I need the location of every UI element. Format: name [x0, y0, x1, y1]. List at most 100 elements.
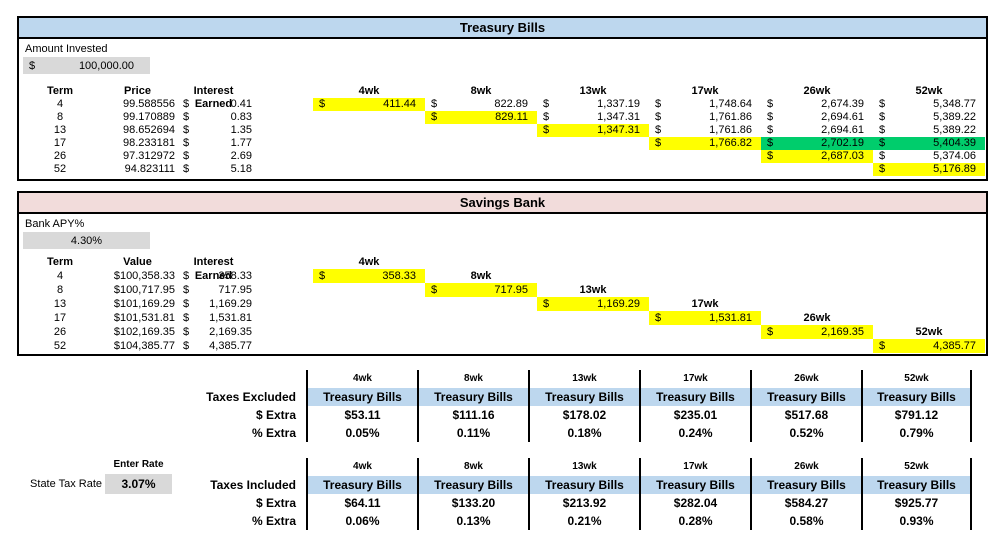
interest-earned-cell: 4,385.77: [209, 340, 252, 352]
week-cell-52wk: $4,385.77: [873, 339, 985, 353]
week-header-17wk: 17wk: [639, 458, 750, 476]
interest-dollar-sign: $: [183, 326, 190, 338]
week-cell-26wk: $2,674.39: [761, 98, 873, 111]
dollar-extra-cell-8wk: $133.20: [417, 494, 528, 512]
amount-invested-label: Amount Invested: [25, 43, 108, 55]
value-cell: $101,531.81: [113, 312, 175, 324]
dollar-sign: $: [767, 326, 774, 338]
week-cell-empty: [649, 163, 761, 176]
pct-extra-cell-17wk: 0.24%: [639, 424, 750, 442]
week-header-8wk: 8wk: [470, 85, 492, 97]
week-header-4wk: 4wk: [306, 458, 417, 476]
cell-value: 5,176.89: [933, 163, 976, 175]
dollar-sign: $: [767, 124, 774, 136]
treasury-header-row: Term Price Interest Earned 4wk 8wk 13wk 17w…: [20, 85, 985, 110]
interest-dollar-sign: $: [183, 298, 190, 310]
interest-dollar-sign: $: [183, 124, 190, 136]
term-cell: 52: [53, 163, 67, 175]
term-cell: 17: [53, 137, 67, 149]
dollar-extra-cell-13wk: $213.92: [528, 494, 639, 512]
week-header-26wk: 26wk: [750, 458, 861, 476]
week-cell-empty: [313, 297, 425, 311]
product-cell-4wk: Treasury Bills: [306, 388, 417, 406]
product-cell-26wk: Treasury Bills: [750, 388, 861, 406]
dollar-sign: $: [655, 124, 662, 136]
interest-earned-cell: 358.33: [218, 270, 252, 282]
cell-value: 1,531.81: [709, 312, 752, 324]
state-tax-rate-input[interactable]: 3.07%: [105, 474, 172, 494]
dollar-extra-label: $ Extra: [255, 408, 296, 422]
comparison-table-label: Taxes Excluded: [206, 390, 296, 404]
pct-extra-cell-26wk: 0.52%: [750, 424, 861, 442]
dollar-sign: $: [879, 111, 886, 123]
dollar-extra-cell-13wk: $178.02: [528, 406, 639, 424]
cell-value: 1,761.86: [709, 111, 752, 123]
week-cell-8wk: $829.11: [425, 111, 537, 124]
week-cell-empty: [537, 325, 649, 339]
interest-earned-cell: 2,169.35: [209, 326, 252, 338]
enter-rate-label: Enter Rate: [113, 459, 164, 470]
week-cell-52wk: $5,374.06: [873, 150, 985, 163]
dollar-sign: $: [879, 98, 886, 110]
pct-extra-cell-13wk: 0.21%: [528, 512, 639, 530]
pct-extra-cell-26wk: 0.58%: [750, 512, 861, 530]
dollar-extra-cell-17wk: $282.04: [639, 494, 750, 512]
spacer: [180, 370, 306, 388]
week-cell-empty: [425, 297, 537, 311]
dollar-sign: $: [655, 111, 662, 123]
spacer: [252, 163, 313, 176]
week-cell-empty: [313, 137, 425, 150]
spacer: [252, 137, 313, 150]
treasury-week-headers: 4wk 8wk 13wk 17wk 26wk 52wk: [313, 85, 985, 98]
week-cell-empty: [649, 283, 761, 297]
comparison-pct-extra-row: % Extra 0.06% 0.13% 0.21% 0.28% 0.58% 0.93%: [180, 512, 972, 530]
dollar-sign: $: [543, 124, 550, 136]
week-header-13wk: 13wk: [579, 85, 607, 97]
week-cell-26wk: $2,702.19: [761, 137, 873, 150]
price-column-header: Price: [124, 85, 151, 97]
dollar-sign: $: [879, 163, 886, 175]
treasury-rows: 4 99.588556 $0.41 $411.44 $822.89 $1,337.19 $1…: [20, 98, 985, 176]
treasury-row: 8 99.170889 $0.83 $829.11 $1,347.31 $1,761.86…: [20, 111, 985, 124]
savings-section: Savings Bank Bank APY% 4.30% Term Value …: [17, 191, 988, 356]
spacer: [252, 269, 313, 283]
savings-row: 17 $101,531.81 $1,531.81 $1,531.81 26wk: [20, 311, 985, 325]
comparison-dollar-extra-row: $ Extra $64.11 $133.20 $213.92 $282.04 $584.2…: [180, 494, 972, 512]
bank-apy-input[interactable]: 4.30%: [23, 232, 150, 249]
week-cell-13wk: $1,169.29: [537, 297, 649, 311]
week-cell-empty: [761, 297, 873, 311]
term-cell: 8: [56, 111, 64, 123]
week-cell-empty: [873, 269, 985, 283]
cell-value: 1,748.64: [709, 98, 752, 110]
week-cell-empty: [537, 150, 649, 163]
week-cell-17wk: $1,748.64: [649, 98, 761, 111]
week-cell-empty: [873, 311, 985, 325]
product-cell-52wk: Treasury Bills: [861, 388, 972, 406]
treasury-table: Term Price Interest Earned 4wk 8wk 13wk 17w…: [20, 85, 985, 176]
price-cell: 98.233181: [123, 137, 175, 149]
term-column-header: Term: [46, 256, 74, 268]
week-cell-empty: [761, 163, 873, 176]
amount-invested-input[interactable]: $ 100,000.00: [23, 57, 150, 74]
term-cell: 17: [53, 312, 67, 324]
week-cell-empty: [537, 163, 649, 176]
comparison-dollar-extra-row: $ Extra $53.11 $111.16 $178.02 $235.01 $517.6…: [180, 406, 972, 424]
dollar-sign: $: [767, 111, 774, 123]
price-cell: 98.652694: [123, 124, 175, 136]
week-cell-empty: [313, 111, 425, 124]
comparison-table-taxes-excluded: 4wk 8wk 13wk 17wk 26wk 52wk Taxes Excluded Trea…: [180, 370, 972, 442]
interest-dollar-sign: $: [183, 312, 190, 324]
week-cell-empty: [873, 283, 985, 297]
cell-value: 2,687.03: [821, 150, 864, 162]
term-cell: 13: [53, 124, 67, 136]
week-cell-4wk: $358.33: [313, 269, 425, 283]
product-cell-17wk: Treasury Bills: [639, 388, 750, 406]
price-cell: 99.588556: [123, 98, 175, 110]
cell-value: 829.11: [495, 111, 528, 123]
dollar-sign: $: [431, 284, 438, 296]
week-header-13wk: 13wk: [579, 284, 607, 296]
cell-value: 1,347.31: [597, 124, 640, 136]
treasury-row: 52 94.823111 $5.18 $5,176.89: [20, 163, 985, 176]
term-cell: 26: [53, 326, 67, 338]
